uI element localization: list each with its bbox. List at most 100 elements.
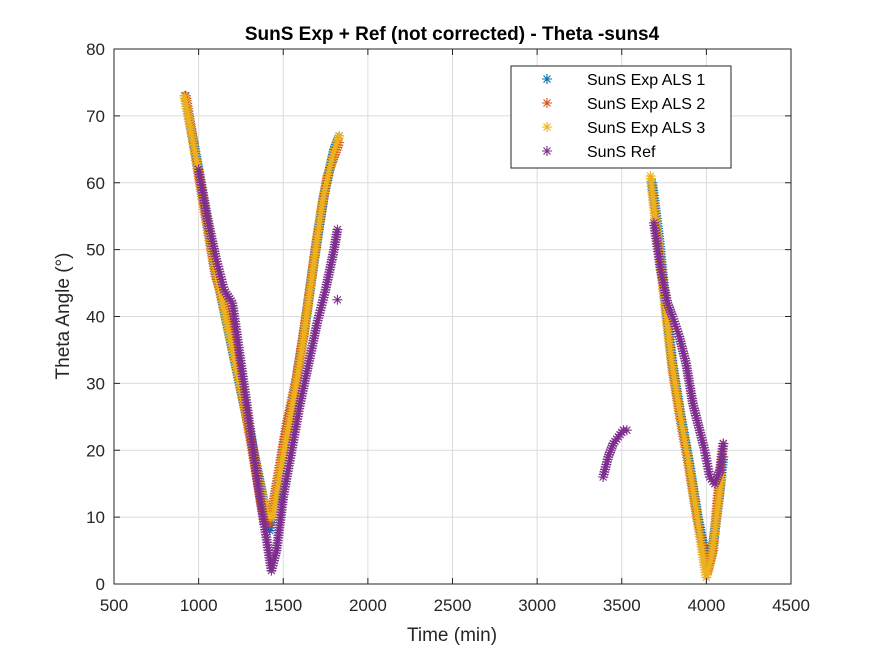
data-point [704, 559, 715, 570]
data-point [697, 435, 708, 446]
data-point [226, 295, 237, 306]
y-tick-label: 70 [86, 107, 105, 126]
data-point [324, 164, 335, 175]
data-point [692, 417, 703, 428]
data-point [703, 564, 714, 575]
data-point [694, 425, 705, 436]
y-tick-label: 60 [86, 174, 105, 193]
data-point [599, 466, 610, 477]
data-point [221, 303, 232, 314]
data-point [257, 490, 268, 501]
data-point [330, 140, 341, 151]
data-point [332, 224, 343, 235]
data-point [698, 440, 709, 451]
legend: SunS Exp ALS 1 SunS Exp ALS 2 SunS Exp ALS… [510, 65, 732, 169]
data-point [322, 171, 333, 182]
x-tick-label: 3500 [603, 596, 641, 615]
data-point [701, 572, 712, 583]
x-tick-label: 2500 [434, 596, 472, 615]
data-point [325, 158, 336, 169]
data-point [671, 324, 682, 335]
data-point [317, 197, 328, 208]
data-point [604, 449, 615, 460]
data-point [318, 190, 329, 201]
data-point [223, 308, 234, 319]
data-point [259, 497, 270, 508]
data-point [313, 313, 324, 324]
data-point [688, 400, 699, 411]
data-point [270, 548, 281, 559]
data-point [213, 261, 224, 272]
data-point [314, 310, 325, 321]
data-point [332, 135, 343, 146]
x-tick-label: 4500 [772, 596, 810, 615]
data-point [326, 153, 337, 164]
data-point [322, 174, 333, 185]
data-point [690, 410, 701, 421]
data-point [718, 438, 729, 449]
data-point [689, 403, 700, 414]
data-point [332, 294, 343, 305]
data-point [320, 182, 331, 193]
data-point [677, 343, 688, 354]
legend-label: SunS Ref [587, 144, 656, 161]
data-point [316, 302, 327, 313]
legend-marker [542, 98, 552, 108]
legend-label: SunS Exp ALS 1 [587, 72, 705, 89]
data-point [674, 331, 685, 342]
data-point [602, 454, 613, 465]
data-point [601, 459, 612, 470]
data-point [663, 300, 674, 311]
data-point [713, 469, 724, 480]
data-point [711, 474, 722, 485]
x-axis-label: Time (min) [407, 625, 497, 646]
data-point [318, 192, 329, 203]
axis-ticks: 500 1000 1500 2000 2500 3000 3500 4000 4500 0 10 20… [86, 40, 810, 615]
data-point [315, 305, 326, 316]
y-tick-label: 40 [86, 308, 105, 327]
data-point [605, 445, 616, 456]
data-point [695, 430, 706, 441]
data-point [319, 184, 330, 195]
data-point [672, 326, 683, 337]
y-tick-label: 20 [86, 441, 105, 460]
legend-marker [542, 146, 552, 156]
data-point [220, 286, 231, 297]
data-point [269, 553, 280, 564]
data-point [601, 456, 612, 467]
data-point [678, 348, 689, 359]
data-point [267, 563, 278, 574]
data-point [218, 282, 229, 293]
data-point [607, 440, 618, 451]
data-point [321, 179, 332, 190]
data-point [316, 300, 327, 311]
data-point [268, 558, 279, 569]
data-point [676, 341, 687, 352]
x-tick-label: 3000 [518, 596, 556, 615]
data-point [267, 560, 278, 571]
data-point [665, 307, 676, 318]
data-point [603, 451, 614, 462]
data-point [712, 472, 723, 482]
data-point [266, 565, 277, 576]
data-point [317, 295, 328, 306]
data-point [675, 336, 686, 347]
y-tick-label: 50 [86, 241, 105, 260]
data-point [219, 284, 230, 295]
data-point [256, 487, 267, 498]
data-point [215, 271, 226, 282]
data-point [215, 269, 226, 280]
x-tick-label: 4000 [687, 596, 725, 615]
data-point [217, 277, 228, 288]
data-point [317, 195, 328, 206]
data-point [260, 502, 271, 513]
data-point [668, 314, 679, 325]
data-point [703, 562, 714, 573]
data-point [697, 437, 708, 448]
x-tick-label: 2000 [349, 596, 387, 615]
data-point [693, 420, 704, 431]
data-point [323, 169, 334, 180]
data-point [598, 472, 609, 482]
data-point [598, 469, 609, 480]
